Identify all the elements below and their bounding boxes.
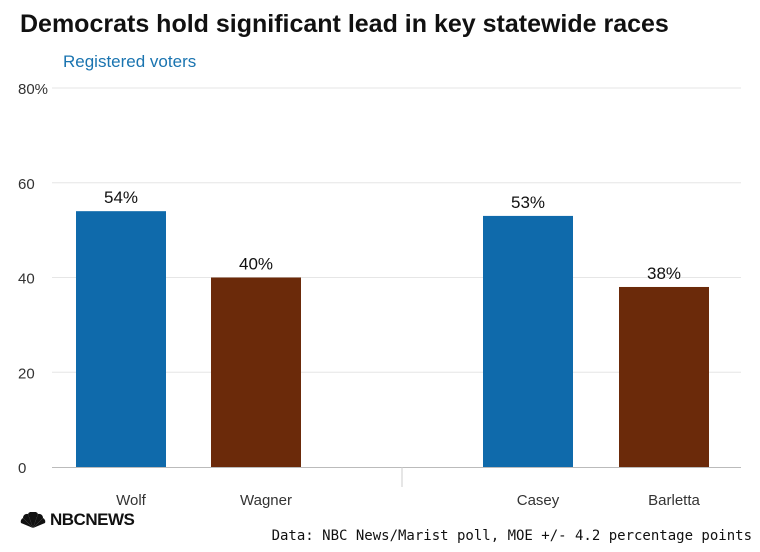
data-label: 40% (239, 255, 273, 274)
bar-wagner (211, 277, 301, 467)
source-note: Data: NBC News/Marist poll, MOE +/- 4.2 … (271, 528, 752, 544)
peacock-icon (20, 511, 46, 528)
bar-wolf (76, 211, 166, 467)
bar-barletta (619, 286, 709, 467)
data-label: 53% (511, 193, 545, 212)
nbc-news-logo: NBCNEWS (20, 510, 135, 530)
x-tick-label: Casey (517, 492, 560, 509)
bar-casey (483, 215, 573, 467)
y-tick-label: 0 (18, 460, 26, 477)
y-tick-label: 80% (18, 81, 48, 98)
x-tick-label: Wagner (240, 492, 292, 509)
logo-text: NBCNEWS (50, 510, 135, 529)
x-tick-label: Wolf (116, 492, 147, 509)
data-label: 38% (647, 264, 681, 283)
y-tick-label: 60 (18, 176, 35, 193)
x-tick-label: Barletta (648, 492, 700, 509)
chart-title: Democrats hold significant lead in key s… (20, 10, 669, 38)
chart-subtitle: Registered voters (63, 52, 197, 71)
y-tick-label: 40 (18, 271, 35, 288)
data-label: 54% (104, 188, 138, 207)
y-tick-label: 20 (18, 365, 35, 382)
